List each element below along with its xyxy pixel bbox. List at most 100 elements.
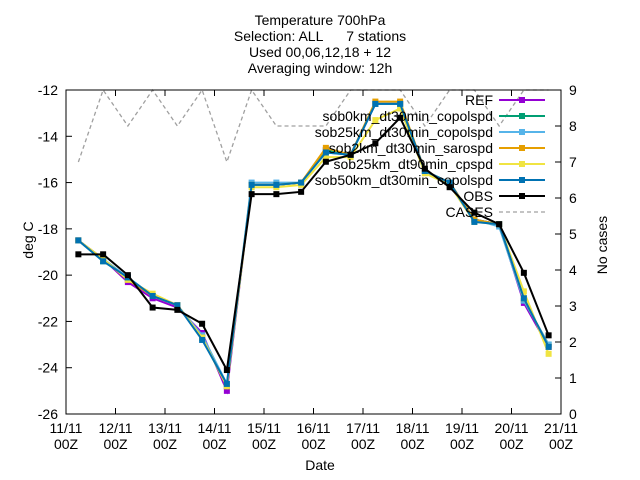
- chart-title-line-3: Used 00,06,12,18 + 12: [248, 44, 392, 60]
- series-point-6: [347, 151, 354, 158]
- y2-tick-label: 1: [569, 370, 577, 386]
- x-tick-label-date: 16/11: [297, 420, 331, 436]
- x-tick-label-date: 15/11: [247, 420, 281, 436]
- legend-label-5: sob50km_dt30min_copolspd: [315, 172, 493, 188]
- legend-marker-6: [519, 193, 525, 199]
- series-point-5: [446, 179, 453, 186]
- series-point-6: [298, 188, 305, 195]
- series-point-0: [223, 387, 230, 394]
- legend-marker-2: [519, 129, 525, 135]
- series-point-5: [199, 336, 206, 343]
- chart-title-line-2: Selection: ALL 7 stations: [233, 28, 407, 44]
- legend-marker-0: [519, 97, 525, 103]
- series-line-6: [78, 116, 550, 374]
- x-tick-label-date: 19/11: [445, 420, 479, 436]
- series-point-5: [372, 100, 379, 107]
- x-tick-label-hour: 00Z: [252, 436, 277, 452]
- series-point-6: [322, 158, 329, 165]
- x-tick-label-hour: 00Z: [400, 436, 425, 452]
- x-tick-label-hour: 00Z: [549, 436, 574, 452]
- series-point-6: [520, 269, 527, 276]
- x-tick-label-hour: 00Z: [351, 436, 376, 452]
- y2-tick-label: 5: [569, 226, 577, 242]
- series-point-3: [322, 144, 329, 151]
- series-point-5: [545, 343, 552, 350]
- series-point-5: [397, 100, 404, 107]
- series-line-5: [77, 102, 550, 388]
- series-point-4: [520, 288, 527, 295]
- series-point-5: [520, 295, 527, 302]
- series-point-4: [322, 154, 329, 161]
- series-point-5: [223, 380, 230, 387]
- x-tick-label-date: 11/11: [50, 420, 83, 436]
- series-point-6: [545, 332, 552, 339]
- series-point-6: [397, 114, 404, 121]
- legend-marker-5: [519, 177, 525, 183]
- series-point-5: [471, 218, 478, 225]
- legend-label-3: sob2km_dt30min_sarospd: [329, 140, 493, 156]
- series-point-6: [124, 272, 131, 279]
- series-line-7: [77, 88, 549, 164]
- x-tick-label-hour: 00Z: [103, 436, 128, 452]
- series-point-4: [545, 350, 552, 357]
- series-point-4: [397, 105, 404, 112]
- legend-label-2: sob25km_dt30min_copolspd: [315, 124, 493, 140]
- y-tick-label: -18: [38, 221, 58, 237]
- series-point-5: [248, 181, 255, 188]
- chart-title-line-4: Averaging window: 12h: [247, 60, 393, 76]
- y-tick-label: -16: [38, 175, 58, 191]
- legend-label-1: sob0km_dt30min_copolspd: [323, 108, 493, 124]
- x-tick-label-date: 21/11: [544, 420, 578, 436]
- series-point-6: [273, 191, 280, 198]
- series-point-5: [322, 149, 329, 156]
- series-point-6: [496, 221, 503, 228]
- x-tick-label-date: 17/11: [346, 420, 380, 436]
- y2-axis-label: No cases: [594, 215, 610, 275]
- y-tick-label: -20: [38, 267, 58, 283]
- x-tick-label-hour: 00Z: [202, 436, 227, 452]
- legend-marker-3: [519, 145, 525, 151]
- legend-marker-1: [519, 113, 525, 119]
- x-tick-label-date: 12/11: [99, 420, 133, 436]
- series-point-5: [75, 237, 82, 244]
- x-tick-label-date: 14/11: [198, 420, 232, 436]
- series-point-6: [174, 306, 181, 313]
- y-tick-label: -26: [38, 406, 58, 422]
- x-axis-label: Date: [305, 457, 335, 473]
- series-point-4: [372, 117, 379, 124]
- y2-tick-label: 4: [569, 262, 577, 278]
- series-point-6: [149, 304, 156, 311]
- series-point-6: [223, 367, 230, 374]
- y2-tick-label: 3: [569, 298, 577, 314]
- series-point-6: [100, 251, 107, 258]
- series-point-6: [199, 320, 206, 327]
- series-point-6: [248, 191, 255, 198]
- y2-tick-label: 6: [569, 190, 577, 206]
- legend-label-7: CASES: [446, 204, 493, 220]
- y-tick-label: -12: [38, 82, 58, 98]
- series-point-5: [273, 181, 280, 188]
- x-tick-label-hour: 00Z: [153, 436, 178, 452]
- x-tick-label-date: 13/11: [148, 420, 182, 436]
- legend-marker-4: [519, 161, 525, 167]
- x-tick-label-hour: 00Z: [54, 436, 79, 452]
- y-tick-label: -22: [38, 313, 58, 329]
- legend-label-0: REF: [465, 92, 493, 108]
- x-tick-label-hour: 00Z: [301, 436, 326, 452]
- x-tick-label-hour: 00Z: [450, 436, 475, 452]
- y2-tick-label: 7: [569, 154, 577, 170]
- y-tick-label: -24: [38, 360, 58, 376]
- y-axis-label: deg C: [20, 221, 36, 259]
- x-tick-label-date: 20/11: [495, 420, 529, 436]
- y2-tick-label: 8: [569, 118, 577, 134]
- y2-tick-label: 9: [569, 82, 577, 98]
- series-point-6: [471, 209, 478, 216]
- series-point-5: [298, 179, 305, 186]
- y-tick-label: -14: [38, 128, 58, 144]
- series-point-6: [421, 165, 428, 172]
- chart-title-line-1: Temperature 700hPa: [254, 12, 386, 28]
- x-tick-label-date: 18/11: [396, 420, 430, 436]
- series-point-6: [75, 251, 82, 258]
- legend-label-4: sob25km_dt90min_cpspd: [333, 156, 493, 172]
